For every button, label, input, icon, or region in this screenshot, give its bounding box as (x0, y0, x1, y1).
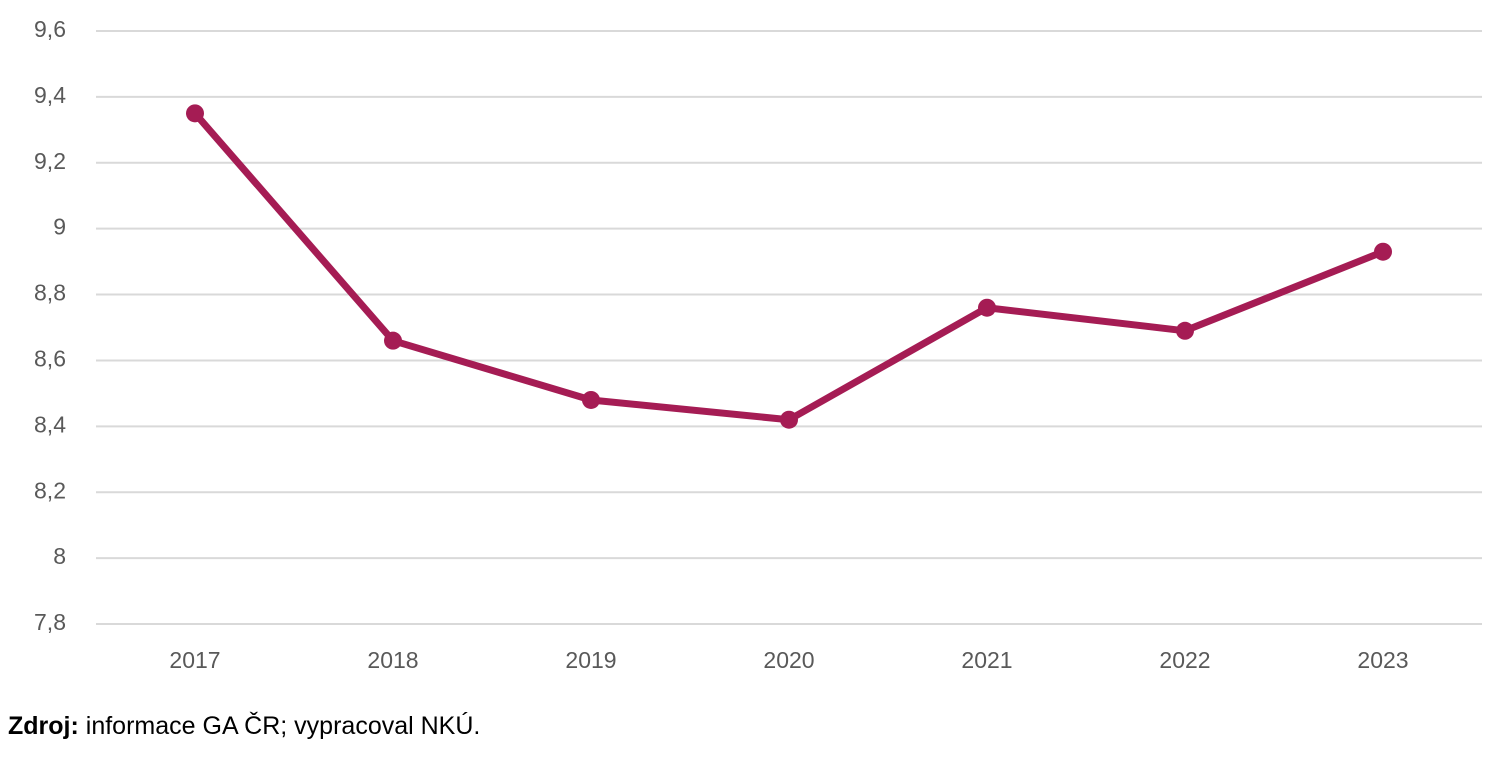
chart: 7,8 8 8,2 8,4 8,6 8,8 9 9,2 9,4 9,6 2017 2018 2019 20… (34, 16, 1482, 673)
y-tick-label: 9,6 (34, 16, 66, 42)
y-tick-label: 9,4 (34, 82, 66, 108)
x-tick-label: 2020 (763, 647, 814, 673)
y-tick-label: 8,8 (34, 280, 66, 306)
y-tick-label: 8 (53, 543, 66, 569)
x-tick-label: 2023 (1357, 647, 1408, 673)
data-point (1176, 321, 1194, 340)
series-line (192, 111, 1385, 424)
data-point (780, 410, 798, 429)
y-tick-label: 7,8 (34, 609, 66, 635)
x-tick-label: 2018 (367, 647, 418, 673)
data-point (186, 104, 204, 123)
y-tick-label: 8,2 (34, 477, 66, 503)
y-tick-label: 8,4 (34, 411, 66, 437)
y-tick-label: 9,2 (34, 148, 66, 174)
source-text: informace GA ČR; vypracoval NKÚ. (85, 712, 481, 740)
data-point (1374, 242, 1392, 261)
x-tick-label: 2017 (169, 647, 220, 673)
x-tick-label: 2019 (565, 647, 616, 673)
source-note: Zdroj: informace GA ČR; vypracoval NKÚ. (8, 712, 480, 741)
data-point (978, 298, 996, 317)
x-tick-label: 2021 (961, 647, 1012, 673)
data-point (384, 331, 402, 350)
y-tick-label: 9 (53, 214, 66, 240)
data-point (582, 390, 600, 409)
source-label: Zdroj: (8, 712, 79, 740)
y-tick-label: 8,6 (34, 346, 66, 372)
x-tick-label: 2022 (1159, 647, 1210, 673)
